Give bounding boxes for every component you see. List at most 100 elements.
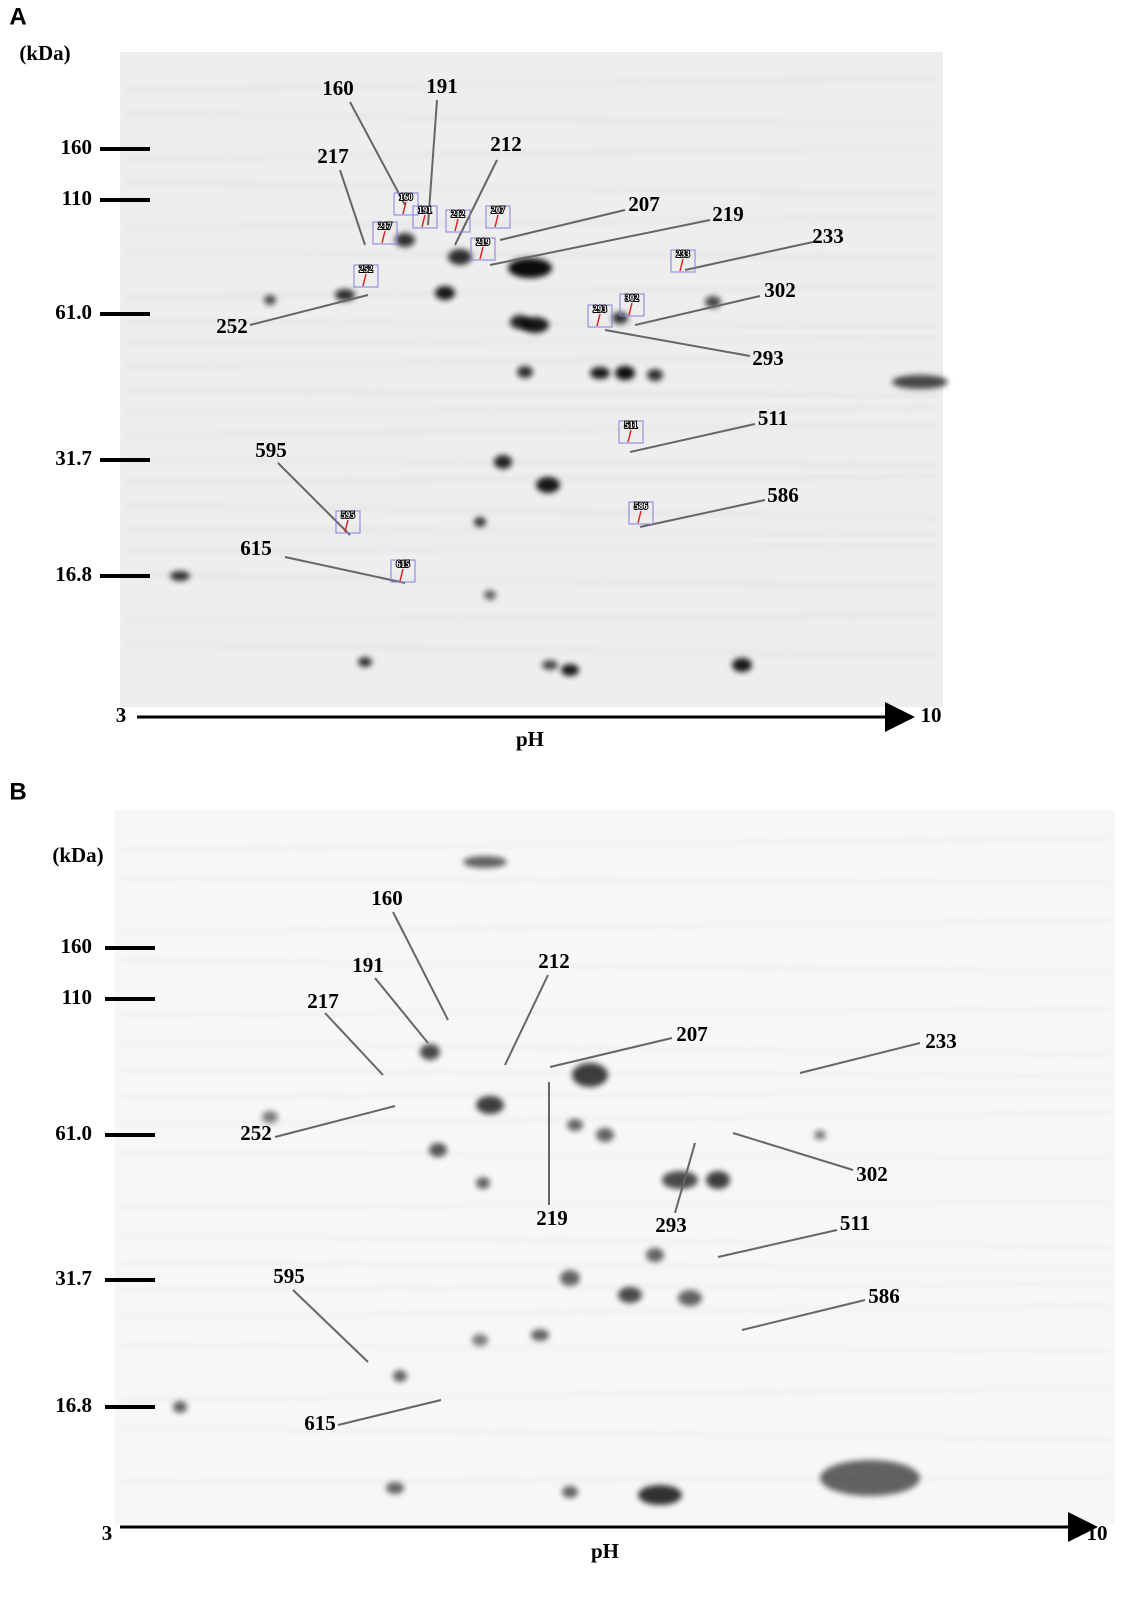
spot-label: 615 [240, 536, 272, 560]
leader-line [337, 1399, 442, 1426]
spot-tag: 595 [341, 510, 355, 520]
gel-image-a [120, 52, 943, 707]
spot-marker [679, 258, 684, 272]
gel-streak [124, 613, 939, 622]
ph-end: 10 [921, 703, 942, 727]
leader-line [427, 99, 438, 226]
gel-streak [119, 1304, 1111, 1319]
spot-label: 595 [255, 438, 287, 462]
spot-label: 207 [676, 1022, 708, 1046]
gel-streak [119, 1090, 1111, 1099]
spot-tag: 217 [378, 221, 392, 231]
gel-spot [562, 1486, 578, 1498]
gel-streak [119, 1200, 1111, 1209]
leader-line [292, 1289, 369, 1363]
spot-outline [618, 420, 644, 444]
gel-spot [647, 369, 663, 381]
gel-spot [572, 1063, 608, 1087]
spot-tag: 212 [451, 209, 465, 219]
spot-label: 191 [352, 953, 384, 977]
gel-spot [173, 1401, 187, 1413]
leader-line [499, 209, 626, 241]
gel-spot [706, 1171, 730, 1189]
mw-unit: (kDa) [52, 843, 103, 867]
leader-line [489, 219, 711, 266]
gel-spot [618, 1287, 642, 1303]
gel-streak [124, 336, 939, 345]
spot-label: 302 [856, 1162, 888, 1186]
gel-spot [448, 249, 472, 265]
gel-spot [476, 1177, 490, 1189]
gel-spot [262, 1111, 278, 1123]
leader-line [454, 159, 498, 246]
spot-label: 207 [628, 192, 660, 216]
leader-line [374, 977, 429, 1044]
gel-spot [264, 295, 276, 305]
spot-marker [381, 230, 386, 244]
ph-end: 10 [1087, 1521, 1108, 1545]
gel-spot [420, 1044, 440, 1060]
spot-label: 212 [538, 949, 570, 973]
mw-label: 61.0 [55, 300, 92, 324]
leader-line [684, 241, 814, 271]
gel-spot [560, 1270, 580, 1286]
ph-start: 3 [102, 1521, 113, 1545]
spot-outline [485, 205, 511, 229]
mw-label: 160 [61, 934, 93, 958]
gel-spot [395, 233, 415, 247]
spot-label: 212 [490, 132, 522, 156]
gel-spot [567, 1119, 583, 1131]
gel-streak [119, 1151, 1111, 1160]
gel-spot [463, 856, 507, 868]
gel-streak [119, 1426, 1111, 1441]
spot-marker [628, 302, 633, 316]
gel-streak [124, 544, 939, 553]
gel-streak [124, 77, 939, 91]
leader-line [741, 1299, 866, 1331]
leader-line [639, 499, 766, 528]
gel-spot [393, 1370, 407, 1382]
spot-tag: 293 [593, 304, 607, 314]
gel-streak [119, 1041, 1111, 1056]
spot-tag: 207 [491, 205, 505, 215]
spot-marker [399, 568, 404, 582]
gel-spot [814, 1130, 826, 1140]
leader-line [732, 1132, 854, 1171]
gel-spot [531, 1329, 549, 1341]
spot-marker [494, 214, 499, 228]
spot-label: 252 [216, 314, 248, 338]
spot-outline [587, 304, 613, 328]
gel-spot [596, 1128, 614, 1142]
gel-streak [119, 959, 1111, 973]
spot-marker [454, 218, 459, 232]
mw-label: 110 [62, 985, 92, 1009]
spot-outline [628, 501, 654, 525]
spot-outline [445, 209, 471, 233]
gel-streak [124, 573, 939, 588]
spot-label: 511 [840, 1211, 870, 1235]
gel-streak [124, 284, 939, 299]
leader-line [249, 294, 369, 326]
spot-tag: 219 [476, 237, 490, 247]
gel-spot [170, 571, 190, 581]
spot-label: 615 [304, 1411, 336, 1435]
gel-streak [124, 642, 939, 657]
gel-spot [508, 258, 552, 278]
gel-streak [119, 1069, 1111, 1077]
gel-streak [119, 1283, 1111, 1291]
spot-outline [393, 192, 419, 216]
spot-marker [596, 313, 601, 327]
ph-axis-label: pH [591, 1539, 619, 1563]
spot-marker [479, 246, 484, 260]
spot-outline [390, 559, 416, 583]
ph-start: 3 [116, 703, 127, 727]
gel-streak [119, 1234, 1111, 1248]
gel-streak [124, 458, 939, 467]
gel-spot [615, 366, 635, 380]
gel-spot [820, 1460, 920, 1496]
gel-spot [590, 367, 610, 379]
panel-label: A [9, 3, 26, 30]
gel-streak [124, 146, 939, 161]
spot-label: 293 [752, 346, 784, 370]
gel-spot [484, 590, 496, 600]
